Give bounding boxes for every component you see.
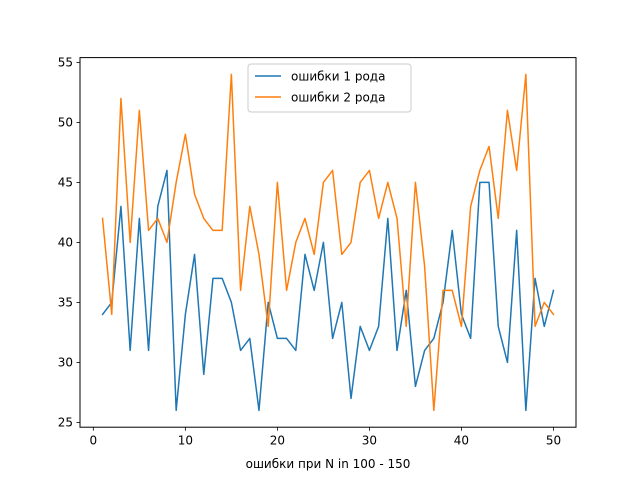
y-tick-label: 30 [58, 356, 73, 370]
y-tick-label: 40 [58, 236, 73, 250]
legend: ошибки 1 рода ошибки 2 рода [247, 63, 412, 113]
y-tick-label: 50 [58, 116, 73, 130]
series-layer [101, 73, 555, 412]
x-tick-label: 50 [546, 434, 561, 448]
x-tick-label: 20 [270, 434, 285, 448]
series-line-2 [101, 73, 555, 412]
y-tick-label: 35 [58, 296, 73, 310]
y-axis: 25 30 35 40 45 50 55 [58, 56, 80, 430]
x-axis: 0 10 20 30 40 50 [90, 427, 561, 448]
legend-label-1: ошибки 1 рода [291, 69, 385, 83]
x-tick-label: 40 [454, 434, 469, 448]
legend-frame [247, 63, 412, 113]
legend-label-2: ошибки 2 рода [291, 90, 385, 104]
y-tick-label: 25 [58, 416, 73, 430]
y-tick-label: 45 [58, 176, 73, 190]
y-tick-label: 55 [58, 56, 73, 70]
series-line-1 [101, 169, 555, 412]
x-tick-label: 0 [90, 434, 98, 448]
x-tick-label: 10 [178, 434, 193, 448]
x-tick-label: 30 [362, 434, 377, 448]
x-axis-title: ошибки при N in 100 - 150 [246, 457, 411, 471]
